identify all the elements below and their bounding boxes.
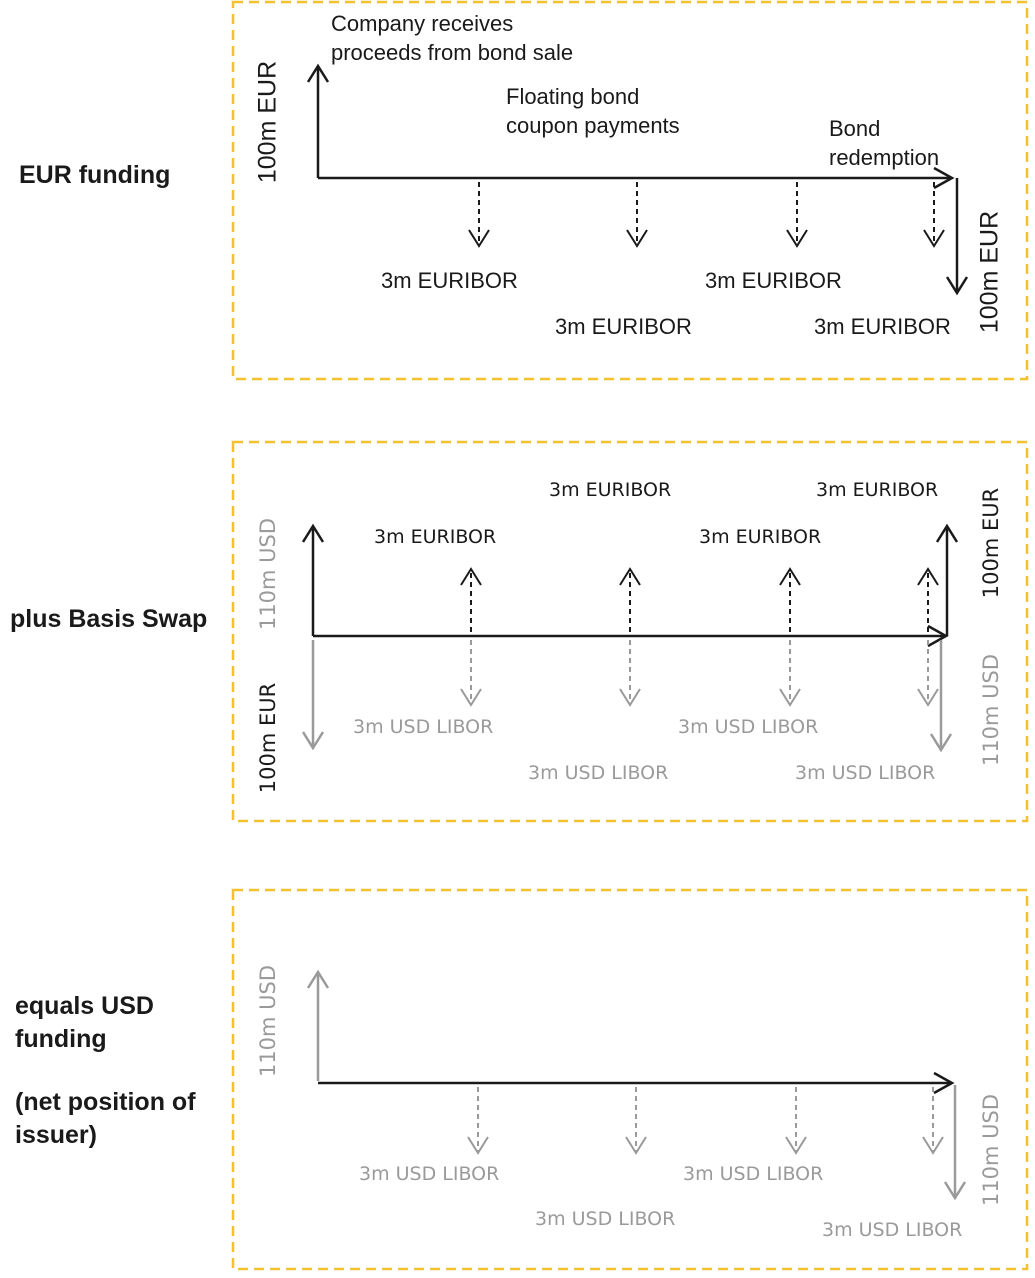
eur-funding-frame: [231, 0, 1029, 381]
swap-received-label-2: 3m EURIBOR: [549, 479, 672, 501]
eur-proceeds-amount: 100m EUR: [253, 60, 282, 184]
usd-coupon-arrowhead-3: [785, 1136, 807, 1155]
swap-pay-arrowhead-3: [779, 688, 801, 707]
swap-pay-arrowhead-2: [619, 688, 641, 707]
usd-funding-subtitle-line2: issuer): [15, 1121, 97, 1149]
usd-payment-label-1: 3m USD LIBOR: [359, 1163, 500, 1185]
swap-right-down-arrowhead: [929, 733, 953, 753]
swap-pay-arrowhead-1: [460, 688, 482, 707]
swap-receive-arrowhead-2: [619, 567, 641, 586]
swap-right-up-amount: 100m EUR: [979, 487, 1003, 599]
swap-receive-arrowhead-4: [917, 567, 939, 586]
usd-funding-subtitle-line1: (net position of: [15, 1088, 196, 1116]
coupon-annotation-line1: Floating bond: [506, 84, 640, 109]
usd-funding-title-line1: equals USD: [15, 992, 154, 1020]
eur-coupon-arrowhead-1: [468, 229, 490, 248]
swap-received-label-1: 3m EURIBOR: [374, 526, 497, 548]
swap-pay-arrowhead-4: [917, 688, 939, 707]
usd-payment-label-2: 3m USD LIBOR: [535, 1208, 676, 1230]
redemption-annotation-line2: redemption: [829, 145, 940, 170]
usd-redemption-arrowhead: [943, 1181, 967, 1201]
swap-receive-arrowhead-3: [779, 567, 801, 586]
usd-funding-title-line2: funding: [15, 1025, 107, 1053]
usd-payment-label-3: 3m USD LIBOR: [683, 1163, 824, 1185]
usd-coupon-arrowhead-4: [922, 1136, 944, 1155]
proceeds-annotation-line2: proceeds from bond sale: [331, 40, 574, 65]
eur-redemption-arrowhead: [945, 276, 969, 296]
swap-left-up-arrowhead: [301, 523, 325, 543]
proceeds-annotation-line1: Company receives: [331, 11, 514, 36]
coupon-annotation-line2: coupon payments: [506, 113, 680, 138]
usd-coupon-arrowhead-1: [467, 1136, 489, 1155]
usd-redemption-amount: 110m USD: [979, 1093, 1003, 1207]
usd-coupon-arrowhead-2: [625, 1136, 647, 1155]
eur-funding-title: EUR funding: [19, 161, 171, 189]
eur-redemption-amount: 100m EUR: [975, 210, 1004, 334]
swap-left-down-arrowhead: [301, 731, 325, 751]
swap-paid-label-4: 3m USD LIBOR: [795, 762, 936, 784]
eur-payment-label-2: 3m EURIBOR: [555, 314, 692, 339]
eur-proceeds-arrowhead: [306, 63, 330, 83]
eur-timeline-arrowhead: [933, 166, 955, 190]
usd-funding-arrows: [306, 969, 967, 1201]
swap-receive-arrowhead-1: [460, 567, 482, 586]
eur-funding-arrows: [306, 63, 969, 296]
swap-paid-label-2: 3m USD LIBOR: [528, 762, 669, 784]
eur-coupon-arrowhead-2: [626, 229, 648, 248]
swap-left-up-amount: 110m USD: [256, 517, 280, 631]
redemption-annotation-line1: Bond: [829, 116, 881, 141]
eur-payment-label-4: 3m EURIBOR: [814, 314, 951, 339]
usd-proceeds-amount: 110m USD: [256, 964, 280, 1078]
usd-payment-label-4: 3m USD LIBOR: [822, 1219, 963, 1241]
swap-paid-label-3: 3m USD LIBOR: [678, 716, 819, 738]
eur-coupon-arrowhead-3: [786, 229, 808, 248]
swap-paid-label-1: 3m USD LIBOR: [353, 716, 494, 738]
basis-swap-arrows: [301, 523, 959, 753]
usd-timeline-arrowhead: [933, 1071, 955, 1095]
swap-left-down-amount: 100m EUR: [256, 682, 280, 794]
basis-swap-frame: [231, 440, 1029, 823]
usd-funding-frame: [231, 888, 1029, 1271]
basis-swap-title: plus Basis Swap: [10, 605, 208, 633]
usd-proceeds-arrowhead: [306, 969, 330, 989]
swap-received-label-4: 3m EURIBOR: [816, 479, 939, 501]
swap-received-label-3: 3m EURIBOR: [699, 526, 822, 548]
eur-payment-label-1: 3m EURIBOR: [381, 268, 518, 293]
eur-coupon-arrowhead-4: [923, 229, 945, 248]
swap-right-up-arrowhead: [935, 523, 959, 543]
swap-right-down-amount: 110m USD: [979, 653, 1003, 767]
eur-payment-label-3: 3m EURIBOR: [705, 268, 842, 293]
